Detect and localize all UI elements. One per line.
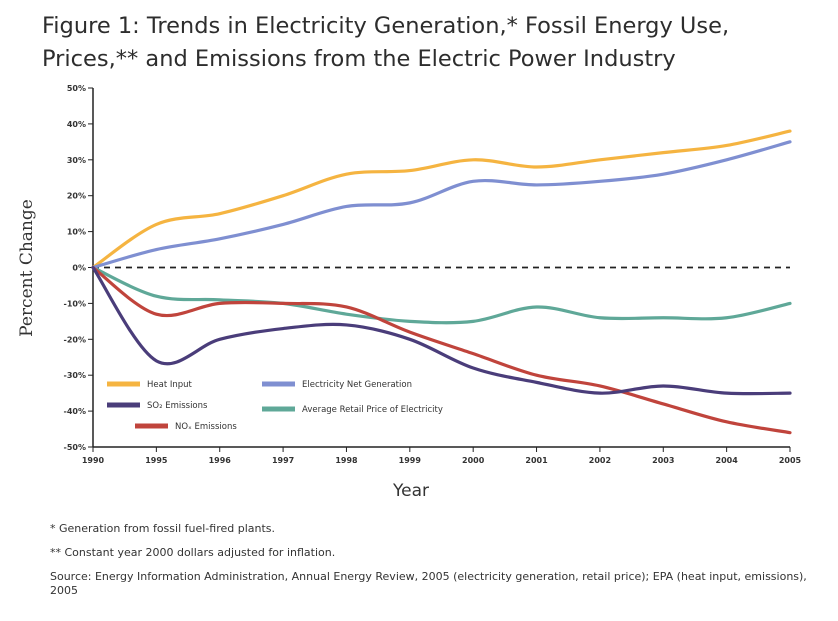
y-tick-label: -50%	[64, 443, 86, 452]
source-note: Source: Energy Information Administratio…	[50, 570, 807, 597]
series-line-so-emissions	[91, 265, 792, 396]
series-line-electricity-net-generation	[91, 140, 792, 270]
y-tick-label: 10%	[67, 228, 86, 237]
y-tick-label: 0%	[72, 264, 86, 273]
x-tick-label: 1998	[335, 456, 358, 465]
series-lines	[91, 129, 792, 435]
x-axis-label: Year	[392, 481, 429, 501]
axis-ticks: 50% 40% 30% 20% 10% 0% -10% -20% -30% -40% -50% 199…	[64, 84, 802, 465]
y-axis-label: Percent Change	[17, 199, 37, 337]
x-tick-label: 1997	[272, 456, 294, 465]
title-line-1: Figure 1: Trends in Electricity Generati…	[42, 13, 730, 39]
x-tick-label: 2004	[716, 456, 739, 465]
y-tick-label: 50%	[67, 84, 86, 93]
footnote-generation: * Generation from fossil fuel-fired plan…	[50, 522, 276, 535]
y-tick-label: 40%	[67, 120, 86, 129]
chart-axes	[92, 88, 790, 448]
chart-legend: Heat Input SO₂ Emissions NOₓ Emissions Elec…	[107, 380, 443, 432]
legend-label: SO₂ Emissions	[147, 401, 208, 411]
x-tick-label: 2005	[779, 456, 802, 465]
title-line-2: Prices,** and Emissions from the Electri…	[42, 46, 676, 72]
y-tick-label: -40%	[64, 407, 86, 416]
x-tick-label: 1995	[145, 456, 168, 465]
y-tick-label: 20%	[67, 192, 86, 201]
series-line-heat-input	[91, 129, 792, 270]
footnotes: * Generation from fossil fuel-fired plan…	[50, 522, 820, 608]
x-tick-label: 1996	[209, 456, 232, 465]
x-tick-label: 2002	[589, 456, 611, 465]
footnote-prices: ** Constant year 2000 dollars adjusted f…	[50, 546, 336, 559]
x-tick-label: 2001	[525, 456, 548, 465]
y-tick-label: -30%	[64, 371, 86, 380]
chart-title: Figure 1: Trends in Electricity Generati…	[42, 10, 822, 76]
x-tick-label: 2003	[652, 456, 674, 465]
y-tick-label: -10%	[64, 299, 86, 308]
y-tick-label: -20%	[64, 335, 86, 344]
legend-label: Average Retail Price of Electricity	[302, 405, 443, 415]
legend-label: Electricity Net Generation	[302, 380, 412, 390]
x-tick-label: 2000	[462, 456, 485, 465]
x-tick-label: 1999	[399, 456, 422, 465]
x-tick-label: 1990	[82, 456, 105, 465]
legend-label: Heat Input	[147, 380, 193, 390]
series-line-average-retail-price-of-electricity	[91, 265, 792, 325]
legend-label: NOₓ Emissions	[175, 422, 237, 432]
y-tick-label: 30%	[67, 156, 86, 165]
series-line-no-emissions	[91, 265, 792, 435]
